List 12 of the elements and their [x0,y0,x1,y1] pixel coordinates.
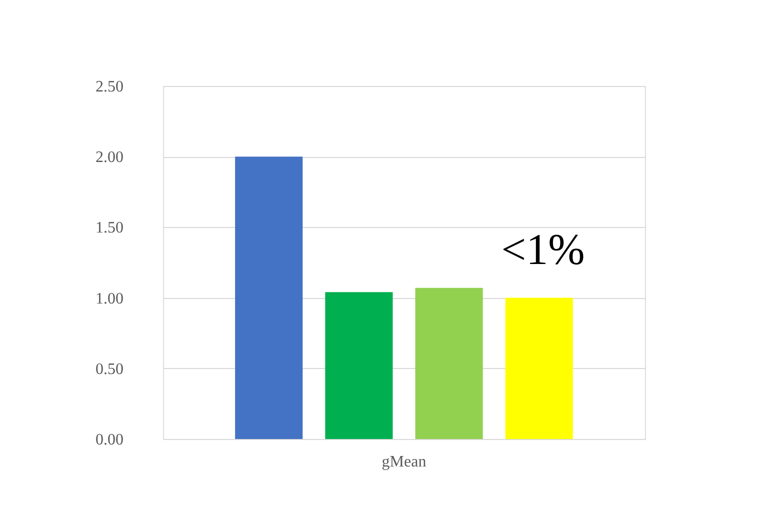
bar [235,156,303,439]
y-tick-label: 2.50 [96,78,124,96]
y-tick-label: 0.00 [96,432,124,448]
y-tick-label: 1.00 [96,290,124,308]
x-tick-label: gMean [382,454,426,470]
bar [325,292,393,439]
bar [505,298,573,439]
annotation: <1% [501,225,585,274]
y-tick-label: 0.50 [96,360,124,378]
y-tick-label: 2.00 [96,149,124,166]
bar [415,288,483,439]
y-tick-label: 1.50 [96,220,124,237]
